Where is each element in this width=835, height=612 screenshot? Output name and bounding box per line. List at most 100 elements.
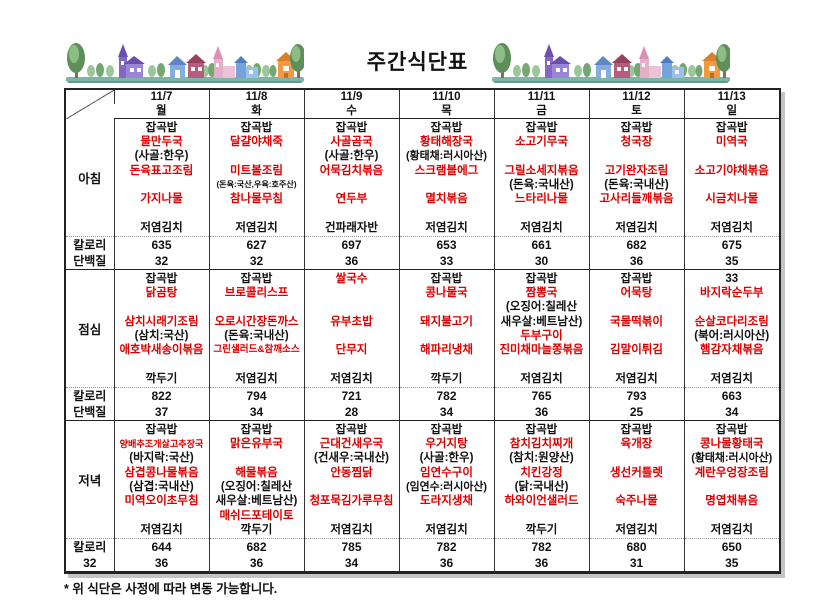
menu-item-line: 새우살:베트남산) — [500, 315, 583, 328]
menu-blank-line — [210, 149, 304, 163]
protein-value-cell: 36 — [208, 555, 304, 572]
menu-item-line: 미역오이초무침 — [124, 495, 199, 508]
protein-value-cell: 36 — [493, 404, 589, 421]
menu-item-line: 잡곡밥 — [715, 121, 748, 134]
menu-item-line: 스크램블에그 — [414, 164, 479, 177]
menu-item-line: 저염김치 — [520, 372, 563, 385]
menu-cell: 33 바지락순두부 순살코다리조림 (북어:러시아산) 햄감자채볶음 저염김치 — [683, 269, 779, 388]
menu-item-line: 두부구이 — [520, 330, 563, 342]
menu-blank-line — [400, 329, 494, 343]
menu-item-line: 삼치시래기조림 — [124, 315, 199, 328]
menu-item-line: 고사리들깨볶음 — [599, 193, 674, 206]
calories-row-label: 칼로리 — [66, 236, 114, 253]
menu-item-line: 청국장 — [620, 136, 653, 149]
menu-blank-line — [685, 300, 779, 314]
menu-cell: 잡곡밥 맑은유부국 해물볶음 (오징어:칠레산 새우살:베트남산) 매쉬드포테이토 깍두기 — [208, 420, 304, 539]
menu-item-line: (돈육:국내산) — [224, 330, 289, 342]
menu-item-line: 잡곡밥 — [430, 423, 463, 436]
menu-item-line: 깍두기 — [525, 523, 558, 536]
menu-item-line: 매쉬드포테이토 — [219, 509, 294, 522]
meal-label: 저녁 — [78, 474, 102, 488]
menu-item-line: 순살코다리조림 — [694, 315, 769, 328]
menu-item-line: 브로콜리스프 — [224, 287, 289, 300]
menu-item-line: 임연수구이 — [420, 466, 473, 479]
menu-blank-line — [685, 358, 779, 372]
menu-item-line: 느타리나물 — [515, 193, 568, 206]
menu-item-line: 달걀야채죽 — [230, 136, 283, 149]
menu-item-line: 잡곡밥 — [430, 121, 463, 134]
menu-item-line: 닭곰탕 — [145, 287, 178, 300]
menu-item-line: (사골:한우) — [324, 150, 379, 163]
menu-blank-line — [210, 300, 304, 314]
menu-cell: 잡곡밥 사골곰국 (사골:한우) 어묵김치볶음 연두부 건파래자반 — [303, 118, 399, 237]
menu-item-line: 저염김치 — [235, 372, 278, 385]
village-illustration-icon — [66, 43, 304, 83]
calories-row-label: 칼로리 — [66, 387, 114, 404]
menu-item-line: 고기완자조림 — [604, 164, 669, 177]
menu-item-line: 가지나물 — [140, 193, 183, 206]
menu-cell: 잡곡밥 미역국 소고기야채볶음 시금치나물 저염김치 — [683, 118, 779, 237]
menu-item-line: 잡곡밥 — [620, 272, 653, 285]
menu-item-line: (오징어:칠레산 — [505, 301, 578, 314]
menu-item-line: 그린샐러드&참깨소스 — [213, 344, 300, 356]
menu-cell: 잡곡밥 양배추조개살고추장국 (바지락:국산) 삼겹콩나물볶음 (삼겹:국내산) 미역오이… — [113, 420, 209, 539]
calories-value-cell: 697 — [303, 236, 399, 253]
menu-blank-line — [495, 358, 589, 372]
menu-item-line: 건파래자반 — [325, 221, 378, 234]
menu-cell: 잡곡밥 물만두국 (사골:한우) 돈육표고조림 가지나물 저염김치 — [113, 118, 209, 237]
menu-item-line: 참치김치찌개 — [509, 438, 574, 451]
menu-cell: 잡곡밥 달걀야채죽 미트볼조림 (돈육:국산,우육:호주산) 참나물무침 저염김치 — [208, 118, 304, 237]
page-title: 주간식단표 — [366, 51, 469, 74]
menu-item-line: (닭:국내산) — [514, 481, 569, 493]
menu-item-line: 잡곡밥 — [620, 423, 653, 436]
menu-blank-line — [400, 178, 494, 192]
menu-item-line: 저염김치 — [520, 221, 563, 234]
calories-value-cell: 653 — [398, 236, 494, 253]
menu-item-line: 물만두국 — [140, 136, 183, 149]
menu-blank-line — [590, 358, 684, 372]
menu-item-line: 저염김치 — [615, 221, 658, 234]
menu-item-line: 단무지 — [335, 344, 368, 357]
menu-item-line: (돈육:국산,우육:호주산) — [216, 180, 297, 189]
menu-item-line: 도라지생채 — [420, 495, 473, 508]
menu-item-line: (삼겹:국내산) — [129, 481, 194, 493]
menu-item-line: 잡곡밥 — [240, 121, 273, 134]
meal-plan-table: 11/7 11/8 11/9 11/10 11/11 11/12 11/13 월 화 수 목 금 토 일 아… — [64, 88, 781, 574]
protein-value-cell: 35 — [683, 555, 779, 572]
menu-cell: 잡곡밥 황태해장국 (황태채:러시아산) 스크램블에그 멸치볶음 저염김치 — [398, 118, 494, 237]
menu-item-line: 소고기무국 — [515, 136, 568, 149]
menu-item-line: 안동찜닭 — [330, 466, 373, 479]
calories-value-cell: 682 — [208, 538, 304, 555]
menu-blank-line — [115, 178, 209, 192]
menu-item-line: (참치:원양산) — [509, 452, 574, 465]
menu-item-line: 쌀국수 — [335, 272, 368, 285]
menu-blank-line — [305, 178, 399, 192]
menu-blank-line — [305, 509, 399, 523]
calories-value-cell: 765 — [493, 387, 589, 404]
menu-item-line: 돈육표고조림 — [129, 164, 194, 177]
menu-blank-line — [305, 300, 399, 314]
menu-item-line: 저염김치 — [140, 221, 183, 234]
menu-blank-line — [590, 300, 684, 314]
day-header-cell: 월 — [114, 104, 209, 119]
protein-value-cell: 28 — [303, 404, 399, 421]
menu-blank-line — [400, 300, 494, 314]
menu-item-line: 짬뽕국 — [525, 287, 558, 300]
protein-value-cell: 37 — [113, 404, 209, 421]
date-header-cell: 11/9 — [303, 90, 399, 104]
menu-blank-line — [210, 358, 304, 372]
calories-value-cell: 675 — [683, 236, 779, 253]
menu-item-line: 계란우엉장조림 — [694, 466, 769, 479]
menu-item-line: 그릴소세지볶음 — [504, 164, 579, 177]
menu-item-line: 해물볶음 — [235, 466, 278, 479]
menu-item-line: 깍두기 — [145, 372, 178, 385]
date-header-cell: 11/12 — [588, 90, 684, 104]
page-header: 주간식단표 — [0, 38, 835, 88]
menu-item-line: 잡곡밥 — [525, 121, 558, 134]
menu-blank-line — [115, 300, 209, 314]
date-header-cell: 11/10 — [398, 90, 494, 104]
menu-item-line: 잡곡밥 — [240, 423, 273, 436]
date-header-cell: 11/13 — [683, 90, 779, 104]
menu-blank-line — [400, 509, 494, 523]
menu-item-line: 시금치나물 — [705, 193, 759, 206]
